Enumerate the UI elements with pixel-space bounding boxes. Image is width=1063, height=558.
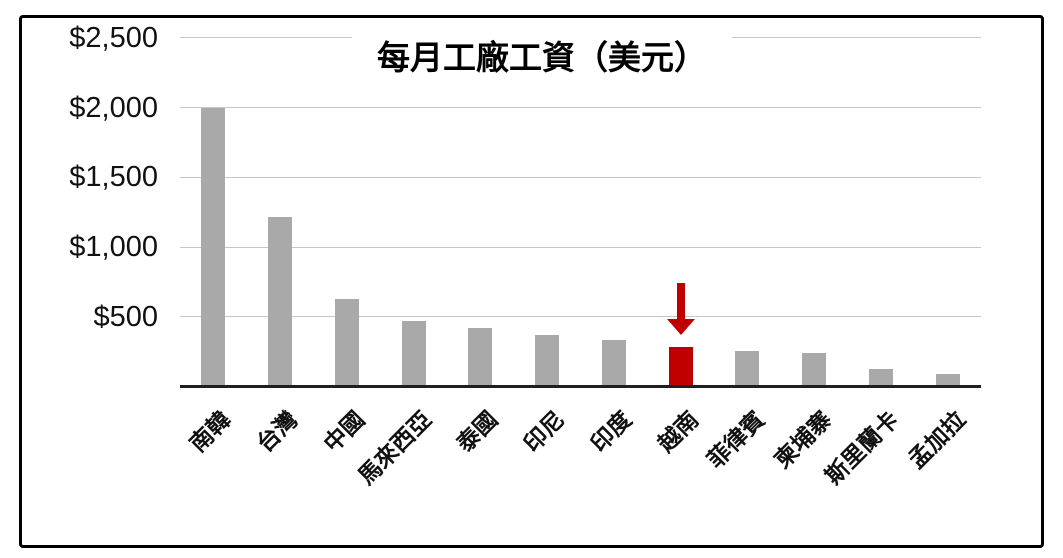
x-axis-label: 印尼 [518, 406, 570, 457]
y-tick-label: $500 [93, 300, 158, 333]
x-axis-label: 泰國 [451, 406, 503, 457]
y-tick-label: $1,500 [69, 161, 158, 194]
x-axis-label: 孟加拉 [902, 406, 971, 474]
arrow-down-icon [666, 282, 695, 335]
gridline [180, 176, 981, 178]
bar [935, 373, 960, 387]
bar [601, 339, 626, 387]
bar [535, 334, 560, 387]
bar [268, 216, 293, 387]
bar [334, 299, 359, 387]
bar [735, 350, 760, 387]
y-tick-label: $1,000 [69, 231, 158, 263]
arrow-head [666, 318, 695, 335]
x-axis-label: 台灣 [251, 406, 303, 457]
x-axis-label: 馬來西亞 [352, 406, 437, 490]
x-axis-label: 南韓 [184, 406, 236, 457]
bar [201, 108, 226, 387]
x-axis-label: 斯里蘭卡 [819, 406, 904, 490]
gridline [180, 107, 981, 108]
bar [802, 352, 827, 387]
y-tick-label: $2,000 [69, 91, 158, 124]
x-axis-label: 菲律賓 [702, 406, 770, 474]
bar [468, 328, 493, 387]
x-axis-label: 印度 [585, 406, 637, 457]
chart-frame [19, 15, 1044, 548]
x-axis-label: 中國 [318, 406, 370, 457]
bar [401, 321, 426, 387]
gridline [180, 316, 981, 318]
chart-title: 每月工廠工資（美元） [352, 34, 732, 82]
gridline [180, 246, 981, 248]
x-axis-line [180, 385, 981, 388]
arrow-shaft [676, 282, 685, 320]
bar [868, 368, 893, 387]
y-tick-label: $2,500 [69, 21, 158, 54]
x-axis-label: 越南 [652, 406, 704, 457]
bar-highlighted [668, 346, 693, 387]
